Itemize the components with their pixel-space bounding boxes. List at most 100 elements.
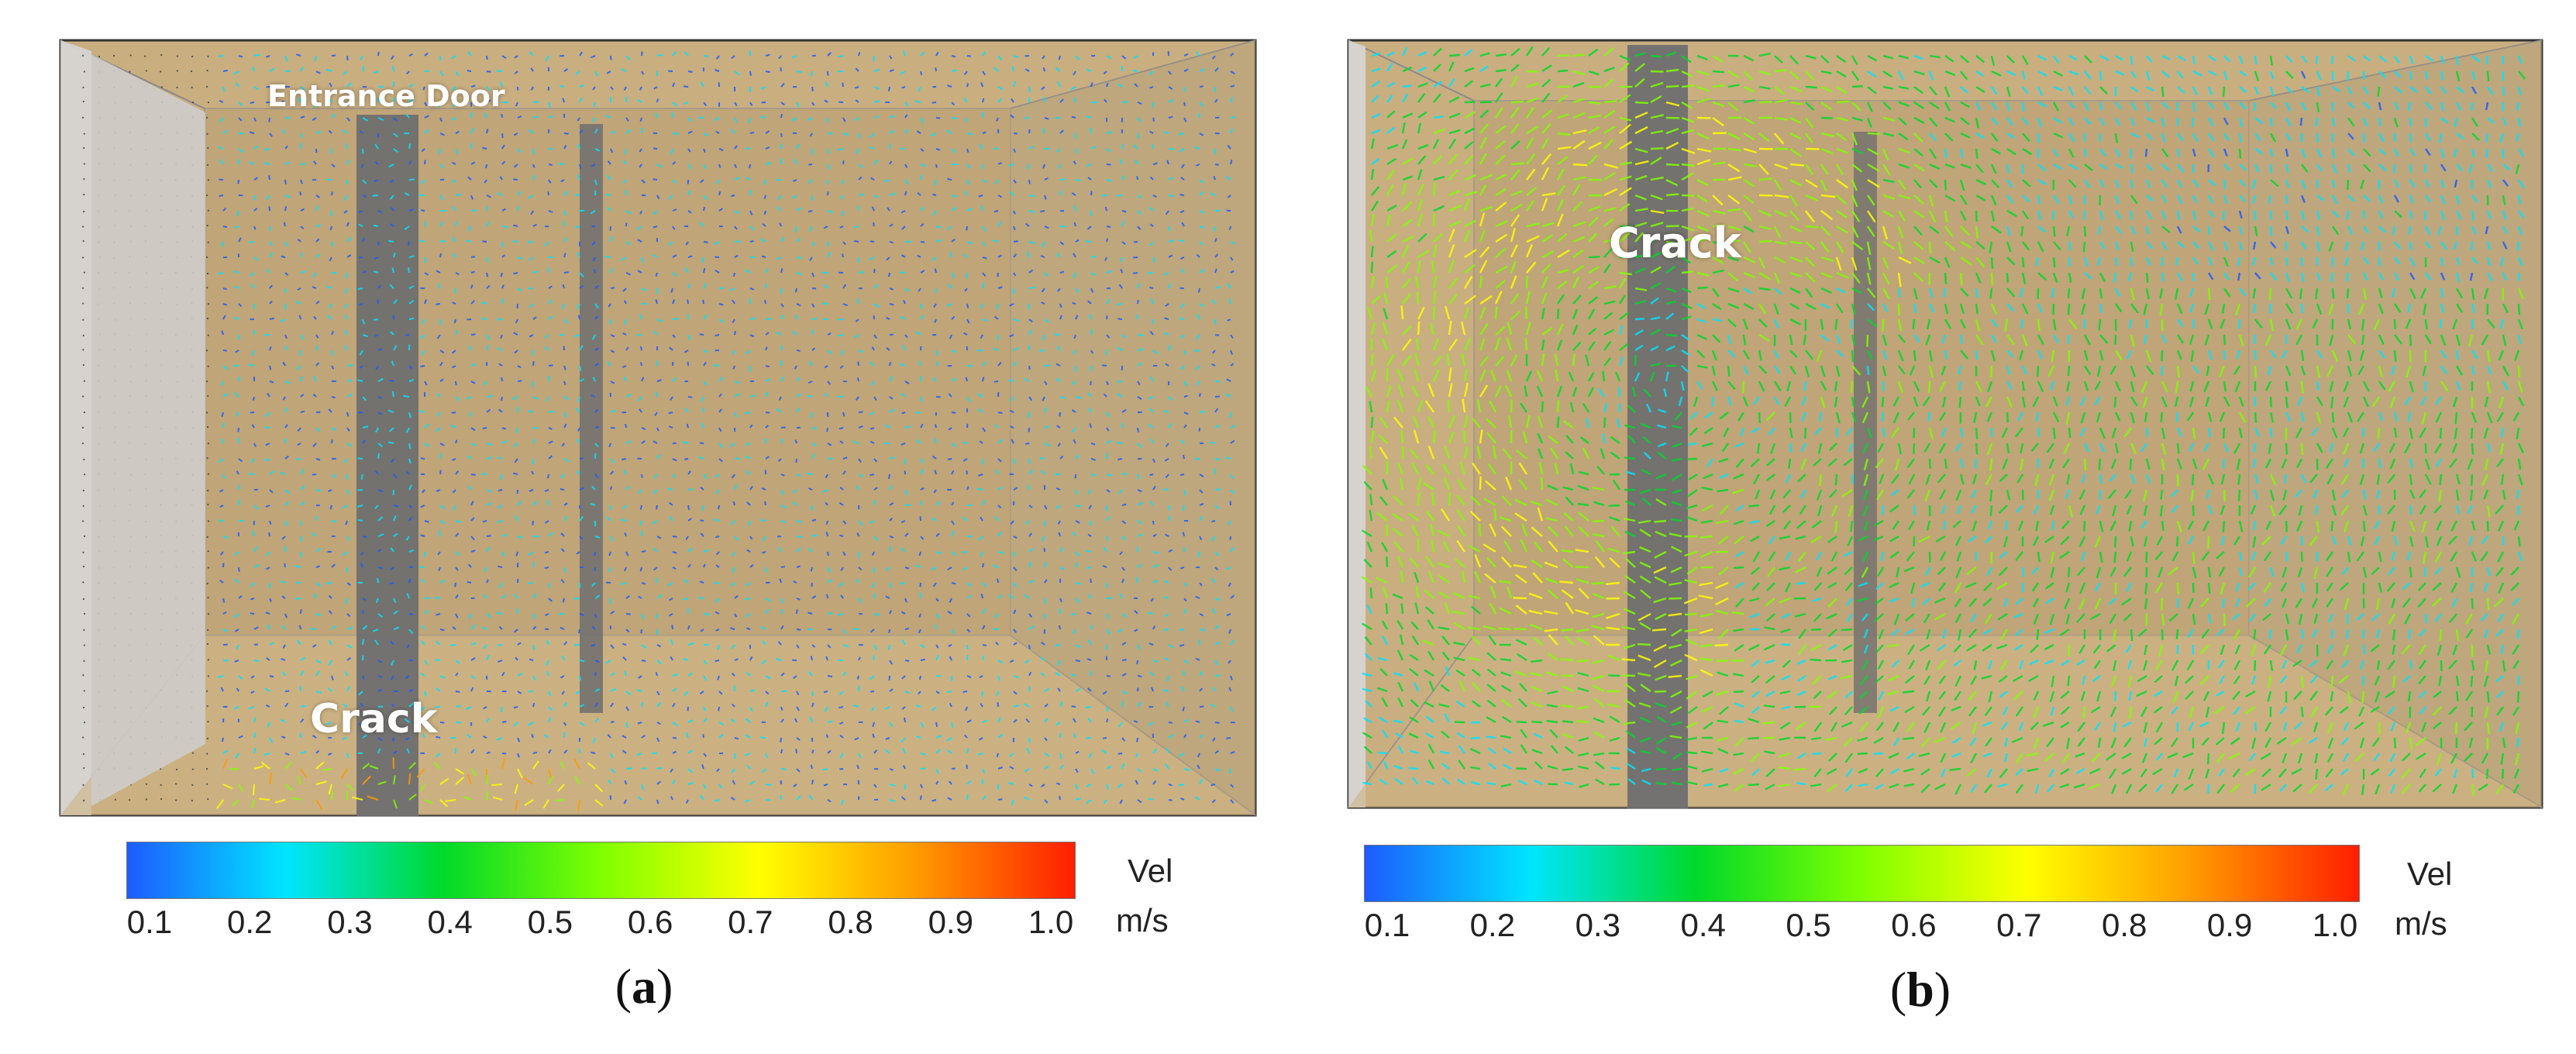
velocity-arrow	[979, 675, 983, 679]
velocity-arrow	[1136, 660, 1138, 665]
velocity-arrow	[1495, 53, 1507, 57]
velocity-arrow	[372, 195, 379, 197]
velocity-arrow	[718, 319, 725, 323]
velocity-arrow	[1727, 70, 1740, 78]
velocity-arrow	[206, 224, 208, 227]
velocity-arrow	[1665, 193, 1679, 197]
velocity-arrow	[465, 706, 472, 711]
velocity-arrow	[1805, 117, 1814, 129]
velocity-arrow	[1371, 52, 1381, 57]
velocity-arrow	[439, 443, 445, 446]
velocity-arrow	[687, 642, 694, 646]
velocity-arrow	[1665, 163, 1679, 167]
velocity-arrow	[655, 577, 658, 584]
velocity-arrow	[435, 640, 441, 646]
velocity-arrow	[2130, 195, 2138, 205]
velocity-arrow	[1743, 54, 1755, 62]
velocity-arrow	[1541, 276, 1548, 289]
velocity-arrow	[869, 675, 875, 680]
velocity-arrow	[1152, 780, 1157, 785]
velocity-arrow	[963, 253, 968, 258]
velocity-arrow	[610, 350, 615, 353]
velocity-arrow	[561, 691, 565, 695]
velocity-arrow	[359, 130, 363, 134]
velocity-arrow	[1199, 582, 1203, 587]
velocity-arrow	[1090, 191, 1093, 196]
velocity-arrow	[1199, 613, 1204, 617]
velocity-arrow	[1897, 210, 1906, 222]
velocity-arrow	[2300, 210, 2306, 221]
velocity-arrow	[745, 443, 751, 446]
velocity-arrow	[1183, 734, 1187, 739]
velocity-arrow	[763, 536, 766, 542]
velocity-arrow	[904, 489, 908, 496]
velocity-arrow	[1121, 737, 1126, 742]
velocity-arrow	[295, 458, 301, 461]
velocity-arrow	[622, 505, 627, 510]
velocity-arrow	[253, 53, 260, 57]
velocity-arrow	[1665, 287, 1677, 293]
colorbar-a-tick-6: 0.7	[728, 904, 773, 940]
velocity-arrow	[904, 381, 910, 384]
velocity-arrow	[470, 300, 475, 305]
velocity-arrow	[1120, 268, 1123, 274]
velocity-arrow	[532, 702, 536, 708]
velocity-arrow	[2440, 179, 2445, 188]
velocity-arrow	[1448, 293, 1458, 305]
velocity-arrow	[579, 345, 584, 351]
velocity-arrow	[222, 207, 227, 212]
velocity-arrow	[703, 381, 708, 386]
velocity-arrow	[1086, 68, 1092, 72]
velocity-arrow	[1101, 749, 1107, 754]
velocity-arrow	[1588, 281, 1599, 289]
velocity-arrow	[873, 115, 879, 119]
velocity-arrow	[1572, 276, 1579, 289]
velocity-arrow	[1743, 302, 1755, 311]
velocity-arrow	[1087, 639, 1092, 646]
velocity-arrow	[980, 551, 983, 557]
velocity-arrow	[749, 563, 754, 568]
velocity-arrow	[641, 613, 644, 619]
velocity-arrow	[2127, 272, 2133, 282]
velocity-arrow	[408, 98, 415, 103]
velocity-arrow	[1057, 520, 1061, 525]
velocity-arrow	[870, 427, 875, 430]
velocity-arrow	[1789, 85, 1803, 93]
velocity-arrow	[1541, 167, 1550, 181]
velocity-arrow	[346, 81, 353, 88]
velocity-arrow	[1743, 116, 1755, 125]
velocity-arrow	[1090, 288, 1094, 293]
velocity-arrow	[2453, 241, 2458, 250]
velocity-arrow	[746, 176, 751, 181]
velocity-arrow	[672, 536, 677, 538]
velocity-arrow	[1619, 232, 1631, 243]
velocity-arrow	[682, 441, 689, 444]
velocity-arrow	[563, 271, 569, 274]
velocity-arrow	[745, 734, 751, 739]
velocity-arrow	[2051, 210, 2055, 220]
velocity-arrow	[591, 55, 596, 59]
velocity-arrow	[1199, 85, 1204, 88]
left-wall	[60, 40, 91, 815]
velocity-arrow	[2176, 303, 2183, 315]
velocity-arrow	[982, 500, 986, 506]
velocity-arrow	[2006, 148, 2016, 156]
velocity-arrow	[2440, 272, 2446, 281]
velocity-arrow	[997, 98, 1003, 103]
velocity-arrow	[82, 86, 84, 89]
velocity-arrow	[269, 520, 272, 525]
velocity-arrow	[406, 71, 410, 75]
velocity-arrow	[269, 675, 274, 678]
velocity-arrow	[889, 784, 896, 787]
velocity-arrow	[377, 348, 383, 351]
velocity-arrow	[470, 128, 475, 134]
velocity-arrow	[841, 179, 844, 185]
velocity-arrow	[653, 440, 658, 444]
velocity-arrow	[1196, 313, 1200, 320]
velocity-arrow	[1214, 424, 1221, 429]
velocity-arrow	[405, 675, 410, 679]
velocity-arrow	[1106, 439, 1112, 444]
velocity-arrow	[1712, 240, 1724, 246]
velocity-arrow	[420, 209, 425, 212]
velocity-arrow	[424, 272, 429, 276]
